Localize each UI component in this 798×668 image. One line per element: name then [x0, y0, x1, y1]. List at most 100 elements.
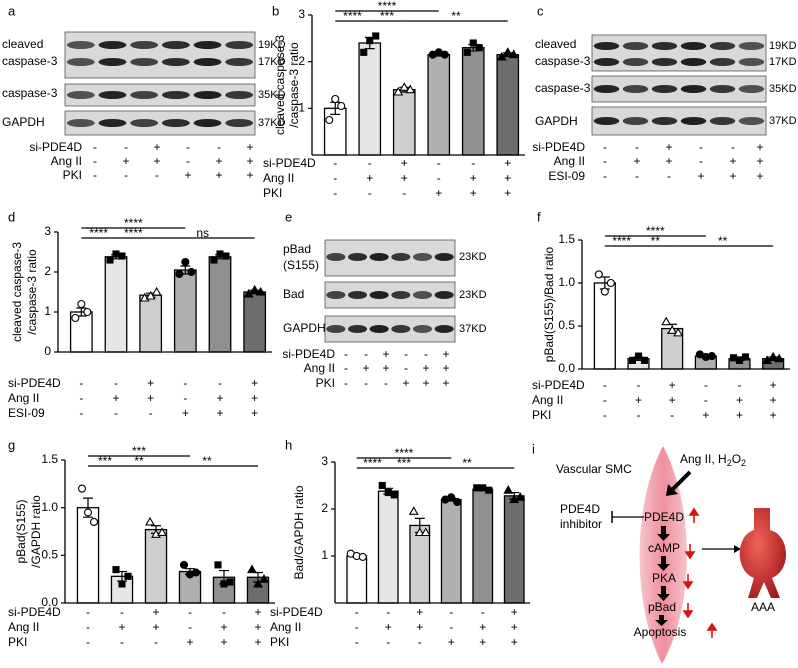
condition-label: si-PDE4D: [282, 347, 335, 361]
condition-sign: +: [220, 635, 227, 649]
condition-sign: +: [251, 376, 258, 390]
blot-band: [680, 58, 707, 66]
bar-chart: d cleaved caspase-3/caspase-3 ratio 0 1 2 3 **…: [8, 209, 272, 420]
condition-sign: -: [364, 376, 368, 390]
condition-sign: -: [183, 376, 187, 390]
blot-band: [593, 85, 620, 93]
blot-band: [738, 58, 765, 66]
molecular-weight: 17KD: [258, 56, 286, 68]
data-point: [191, 568, 201, 577]
panel-label: h: [285, 437, 292, 452]
data-point: [216, 250, 224, 258]
condition-sign: +: [511, 620, 518, 634]
condition-sign: -: [437, 156, 441, 170]
condition-sign: -: [738, 378, 742, 392]
arrow: [670, 470, 692, 492]
outcome: AAA: [751, 600, 775, 614]
condition-sign: +: [402, 376, 409, 390]
arrow: [657, 556, 670, 571]
data-point: [496, 51, 507, 61]
significance-label: ****: [124, 226, 143, 240]
condition-label: PKI: [270, 635, 289, 649]
stimulus-part: 2: [727, 458, 732, 468]
data-point: [640, 356, 649, 364]
condition-label: Ang II: [304, 361, 335, 375]
blot-band: [412, 291, 433, 299]
bar: [358, 42, 382, 156]
condition-sign: +: [416, 605, 423, 619]
condition-sign: -: [93, 168, 97, 182]
condition-label: Ang II: [8, 391, 39, 405]
data-point: [420, 527, 431, 537]
blot-band: [161, 41, 190, 49]
data-point: [118, 252, 126, 260]
diagram-title: Vascular SMC: [556, 462, 632, 476]
blot-band: [412, 253, 433, 261]
condition-sign: -: [404, 347, 408, 361]
blot-band: [391, 325, 411, 333]
condition-sign: +: [216, 391, 223, 405]
data-point: [479, 484, 487, 492]
condition-sign: +: [756, 169, 763, 183]
condition-sign: -: [635, 169, 639, 183]
data-point: [509, 494, 520, 504]
blot-band: [225, 91, 254, 99]
condition-sign: +: [416, 620, 423, 634]
condition-sign: +: [216, 406, 223, 420]
condition-label: PKI: [263, 186, 282, 200]
condition-sign: -: [386, 605, 390, 619]
condition-sign: -: [186, 154, 190, 168]
data-point: [707, 352, 716, 361]
condition-sign: +: [422, 361, 429, 375]
significance-label: ****: [124, 216, 143, 230]
blot-band: [161, 119, 190, 127]
molecular-weight: 35KD: [258, 89, 286, 101]
data-point: [408, 506, 419, 515]
y-axis-label: pBad(S155): [14, 499, 28, 563]
condition-sign: +: [246, 154, 253, 168]
blot-row-label: caspase-3: [2, 54, 58, 68]
condition-sign: -: [704, 378, 708, 392]
data-point: [741, 353, 750, 361]
condition-sign: -: [699, 154, 703, 168]
condition-label: si-PDE4D: [8, 605, 61, 619]
condition-sign: -: [368, 186, 372, 200]
condition-sign: -: [120, 635, 124, 649]
y-axis-label: cleaved caspase-3: [273, 35, 287, 135]
data-point: [405, 84, 416, 94]
bar: [139, 294, 163, 353]
data-point: [372, 32, 380, 40]
data-point: [259, 574, 269, 583]
condition-sign: +: [153, 154, 160, 168]
blot-band: [622, 117, 649, 125]
data-point: [453, 497, 462, 507]
significance-label: **: [651, 234, 661, 248]
condition-sign: -: [603, 140, 607, 154]
condition-sign: +: [122, 154, 129, 168]
condition-sign: +: [251, 391, 258, 405]
molecular-weight: 23KD: [459, 251, 487, 263]
arrow: [657, 586, 670, 601]
western-blot: a cleaved caspase-3 caspase-3 GAPDH 19KD 17KD 3…: [2, 3, 286, 182]
condition-sign: +: [246, 168, 253, 182]
data-point: [331, 94, 340, 104]
stimulus-part: O: [732, 452, 741, 466]
molecular-weight: 37KD: [769, 115, 797, 127]
condition-sign: +: [770, 408, 777, 422]
blot-band: [593, 58, 620, 66]
condition-sign: +: [254, 620, 261, 634]
condition-sign: -: [79, 376, 83, 390]
condition-sign: -: [670, 408, 674, 422]
panel-label: f: [537, 209, 541, 224]
data-point: [628, 356, 637, 364]
data-point: [661, 316, 672, 326]
data-point: [366, 37, 374, 45]
condition-sign: -: [114, 406, 118, 420]
y-tick-label: 1.0: [41, 500, 58, 514]
condition-label: ESI-09: [8, 406, 45, 420]
pathway-node: Apoptosis: [634, 625, 687, 639]
blot-row-label: caspase-3: [535, 54, 591, 68]
condition-sign: -: [79, 391, 83, 405]
data-point: [384, 488, 392, 497]
blot-band: [193, 91, 222, 99]
